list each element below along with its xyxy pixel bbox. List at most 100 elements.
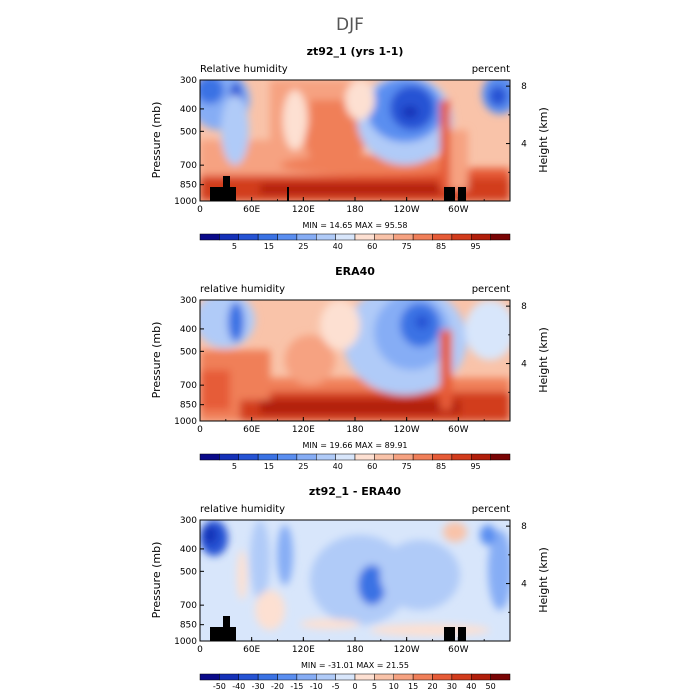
panel-1-y2-axis: 84: [506, 82, 527, 173]
y-tick-label: 850: [180, 181, 197, 191]
panel-3-y2-axis: 84: [506, 522, 527, 613]
y2-tick-label: 4: [521, 360, 527, 370]
colorbar-swatch: [393, 233, 414, 241]
y-tick-label: 400: [180, 105, 197, 115]
colorbar-label: 95: [470, 462, 480, 471]
y-tick-label: 850: [180, 401, 197, 411]
colorbar-swatch: [335, 673, 356, 681]
colorbar-swatch: [412, 453, 433, 461]
panel-1-y2label: Height (km): [537, 107, 550, 173]
colorbar-swatch: [238, 233, 259, 241]
x-tick-label: 180: [346, 425, 363, 435]
colorbar-label: 15: [264, 462, 274, 471]
y-tick-label: 1000: [174, 637, 197, 647]
y-tick-label: 300: [180, 296, 197, 306]
x-tick-label: 60W: [448, 205, 468, 215]
colorbar-swatch: [432, 453, 453, 461]
x-tick-label: 60W: [448, 425, 468, 435]
x-tick-label: 120W: [394, 425, 420, 435]
colorbar-label: 10: [389, 682, 399, 691]
colorbar-swatch: [354, 233, 375, 241]
y-tick-label: 700: [180, 381, 197, 391]
panel-1-ylabel: Pressure (mb): [150, 102, 163, 179]
colorbar-label: -20: [271, 682, 284, 691]
y2-tick-label: 4: [521, 580, 527, 590]
colorbar-swatch: [277, 233, 298, 241]
colorbar-label: 75: [402, 242, 412, 251]
colorbar-label: -50: [213, 682, 226, 691]
colorbar-swatch: [296, 673, 317, 681]
colorbar-swatch: [199, 233, 220, 241]
panel-3-y-axis: 300 400 500 700 850 1000: [174, 516, 204, 647]
colorbar-label: 40: [333, 242, 343, 251]
colorbar-label: 5: [372, 682, 377, 691]
y-tick-label: 850: [180, 621, 197, 631]
colorbar-swatch: [277, 453, 298, 461]
colorbar-label: 20: [427, 682, 437, 691]
colorbar-swatch: [277, 673, 298, 681]
colorbar-swatch: [296, 453, 317, 461]
y-tick-label: 700: [180, 161, 197, 171]
panel-2-field: [200, 300, 510, 421]
colorbar-label: 95: [470, 242, 480, 251]
colorbar-swatch: [219, 233, 239, 241]
panel-3-x-axis: 0 60E 120E 180 120W 60W: [197, 637, 511, 655]
colorbar-label: 60: [367, 242, 377, 251]
x-tick-label: 120W: [394, 645, 420, 655]
colorbar-swatch: [490, 453, 511, 461]
colorbar-swatch: [432, 673, 453, 681]
colorbar-swatch: [451, 453, 472, 461]
x-tick-label: 60E: [243, 645, 260, 655]
colorbar-label: 40: [466, 682, 476, 691]
x-tick-label: 120E: [292, 205, 315, 215]
x-tick-label: 120W: [394, 205, 420, 215]
panel-3-min-max: MIN = -31.01 MAX = 21.55: [301, 661, 409, 670]
y2-tick-label: 4: [521, 140, 527, 150]
colorbar-swatch: [393, 673, 414, 681]
colorbar-swatch: [412, 673, 433, 681]
panel-1-colorbar: 5 15 25 40 60 75 85 95: [199, 233, 511, 251]
colorbar-swatch: [316, 673, 336, 681]
colorbar-label: 85: [436, 462, 446, 471]
colorbar-swatch: [393, 453, 414, 461]
colorbar-swatch: [316, 453, 336, 461]
panel-1-left-label: Relative humidity: [200, 64, 288, 75]
panel-3-colorbar: -50 -40 -30 -20 -15 -10 -5 0 5 10 15 20 30 40 50: [199, 673, 511, 691]
panel-3-left-label: relative humidity: [200, 504, 285, 515]
panel-3-field: [200, 520, 510, 641]
panel-3-ylabel: Pressure (mb): [150, 542, 163, 619]
panel-2-left-label: relative humidity: [200, 284, 285, 295]
panel-1-y-axis: 300 400 500 700 850 1000: [174, 76, 204, 207]
colorbar-swatch: [354, 453, 375, 461]
y-tick-label: 1000: [174, 417, 197, 427]
panel-1-min-max: MIN = 14.65 MAX = 95.58: [302, 221, 407, 230]
colorbar-label: 25: [298, 462, 308, 471]
y-tick-label: 500: [180, 347, 197, 357]
y-tick-label: 500: [180, 567, 197, 577]
x-tick-label: 60W: [448, 645, 468, 655]
panel-2: 0 60E 120E 180 120W 60W 300 400 500 700 850 1000 8…: [150, 265, 550, 471]
y-tick-label: 500: [180, 127, 197, 137]
colorbar-label: 25: [298, 242, 308, 251]
colorbar-swatch: [471, 453, 491, 461]
y-tick-label: 300: [180, 76, 197, 86]
colorbar-swatch: [451, 673, 472, 681]
y2-tick-label: 8: [521, 522, 527, 532]
colorbar-swatch: [316, 233, 336, 241]
panel-2-y2-axis: 84: [506, 302, 527, 393]
panel-1-right-label: percent: [472, 64, 510, 75]
colorbar-swatch: [490, 233, 511, 241]
colorbar-label: 75: [402, 462, 412, 471]
colorbar-label: -40: [232, 682, 245, 691]
colorbar-swatch: [238, 673, 259, 681]
colorbar-label: 30: [447, 682, 457, 691]
colorbar-swatch: [412, 233, 433, 241]
panel-2-x-axis: 0 60E 120E 180 120W 60W: [197, 417, 511, 435]
x-tick-label: 60E: [243, 205, 260, 215]
panel-1-x-axis: 0 60E 120E 180 120W 60W: [197, 197, 511, 215]
panel-1-title: zt92_1 (yrs 1-1): [307, 45, 404, 58]
colorbar-swatch: [219, 453, 239, 461]
colorbar-swatch: [219, 673, 239, 681]
